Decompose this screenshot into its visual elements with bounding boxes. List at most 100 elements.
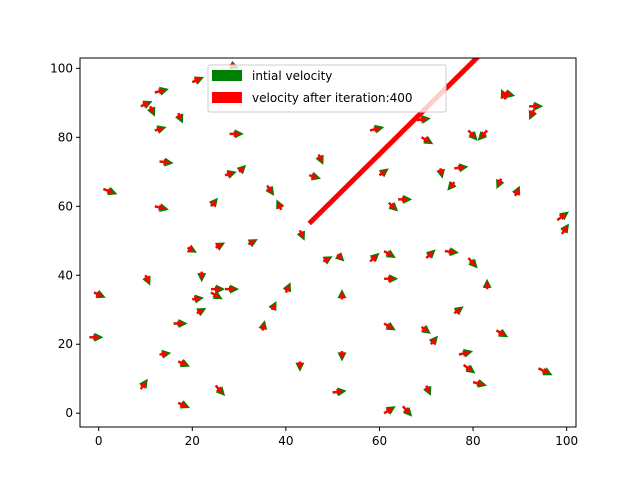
final-velocity-arrow: [198, 271, 205, 280]
x-tick-label: 60: [372, 434, 387, 448]
final-velocity-arrow: [529, 103, 541, 110]
y-tick-label: 0: [65, 406, 73, 420]
final-velocity-arrow: [154, 88, 166, 95]
y-tick-label: 80: [58, 130, 73, 144]
final-velocity-arrow: [322, 257, 331, 264]
final-velocity-arrow: [159, 158, 171, 166]
final-velocity-arrow: [454, 164, 466, 172]
final-velocity-arrow: [530, 109, 537, 118]
plot-frame: [79, 57, 577, 428]
final-velocity-arrow: [444, 248, 456, 255]
final-velocity-arrow: [495, 329, 506, 336]
final-velocity-arrow: [229, 130, 241, 138]
final-velocity-arrow: [369, 126, 382, 133]
final-velocity-arrow: [215, 243, 223, 250]
final-velocity-arrow: [177, 401, 188, 407]
final-velocity-arrow: [421, 136, 431, 143]
final-velocity-arrow: [467, 129, 476, 139]
final-velocity-arrow: [143, 274, 150, 284]
final-velocity-arrow: [93, 290, 104, 297]
final-velocity-arrow: [497, 178, 504, 187]
final-velocity-arrow: [369, 254, 378, 263]
x-tick-label: 20: [185, 434, 200, 448]
final-velocity-arrow: [225, 285, 236, 293]
final-velocity-arrow: [472, 380, 484, 387]
final-velocity-arrow: [437, 168, 444, 177]
final-velocity-arrow: [237, 166, 245, 174]
final-velocity-arrow: [259, 322, 266, 331]
final-velocity-arrow: [383, 322, 394, 329]
final-velocity-arrow: [316, 154, 323, 163]
final-velocity-arrow: [378, 169, 387, 177]
final-velocity-arrow: [424, 385, 430, 394]
final-velocity-arrow: [297, 230, 304, 239]
final-velocity-arrow: [338, 351, 346, 360]
final-velocity-arrow: [463, 364, 473, 372]
final-velocity-arrow: [196, 309, 205, 316]
final-velocity-arrow: [176, 112, 182, 122]
legend-label-final: velocity after iteration:400: [252, 91, 413, 105]
final-velocity-arrow: [209, 199, 217, 207]
final-velocity-arrow: [140, 102, 150, 108]
legend-box: [207, 64, 447, 113]
final-velocity-arrow: [103, 187, 115, 194]
final-velocity-arrow: [177, 359, 188, 366]
final-velocity-arrow: [277, 201, 284, 211]
final-velocity-arrow: [332, 388, 344, 396]
final-velocity-arrow: [173, 320, 185, 327]
final-velocity-arrow: [211, 285, 222, 293]
y-tick-label: 20: [58, 337, 73, 351]
final-velocity-arrow: [483, 281, 491, 290]
final-velocity-arrow: [159, 351, 169, 358]
legend-swatch-initial: [212, 70, 242, 81]
final-velocity-arrow: [500, 90, 513, 97]
final-velocity-arrow: [154, 204, 166, 211]
legend-label-initial: intial velocity: [252, 69, 332, 83]
final-velocity-arrow: [425, 251, 434, 259]
final-velocity-arrow: [89, 334, 101, 341]
legend: intial velocity velocity after iteration…: [207, 64, 447, 113]
x-axis: 0 20 40 60 80 100: [95, 427, 578, 448]
final-velocity-arrow: [383, 250, 394, 257]
final-velocity-arrow: [139, 381, 147, 390]
final-velocity-arrow: [467, 257, 476, 267]
final-velocity-arrow: [247, 240, 256, 247]
final-velocity-arrow: [214, 384, 223, 394]
final-velocity-arrow: [453, 307, 462, 315]
final-velocity-arrow: [335, 252, 343, 260]
final-velocity-arrow: [388, 202, 397, 210]
final-velocity-arrow: [266, 185, 273, 194]
y-tick-label: 60: [58, 199, 73, 213]
final-velocity-arrow: [479, 129, 488, 139]
final-velocity-arrow: [224, 171, 235, 178]
y-tick-label: 100: [50, 61, 73, 75]
final-velocity-arrow: [309, 172, 319, 180]
y-tick-label: 40: [58, 268, 73, 282]
final-velocity-arrow: [538, 367, 550, 374]
final-velocity-arrow: [383, 407, 394, 415]
final-velocity-arrow: [448, 181, 456, 189]
final-velocity-arrow: [296, 361, 304, 370]
final-velocity-arrow: [398, 196, 410, 203]
final-velocity-arrow: [402, 405, 411, 415]
final-velocity-arrow: [420, 325, 429, 333]
final-velocity-arrow: [148, 105, 154, 115]
final-velocity-arrow: [384, 275, 396, 282]
final-velocity-arrow: [269, 303, 276, 311]
y-axis: 0 20 40 60 80 100: [50, 61, 80, 420]
legend-swatch-final: [212, 92, 242, 103]
final-velocity-arrow: [556, 213, 567, 221]
final-velocity-arrow: [458, 350, 470, 357]
final-velocity-arrow: [191, 78, 202, 84]
x-tick-label: 0: [95, 434, 103, 448]
final-velocity-arrow: [560, 225, 568, 235]
final-velocity-arrow: [429, 337, 437, 345]
final-velocity-arrow: [192, 295, 202, 303]
final-velocity-arrow: [283, 284, 290, 293]
final-velocity-arrow: [210, 291, 221, 298]
final-velocity-arrow: [154, 126, 164, 133]
x-tick-label: 40: [278, 434, 293, 448]
final-velocity-arrow: [513, 187, 519, 197]
x-tick-label: 80: [465, 434, 480, 448]
